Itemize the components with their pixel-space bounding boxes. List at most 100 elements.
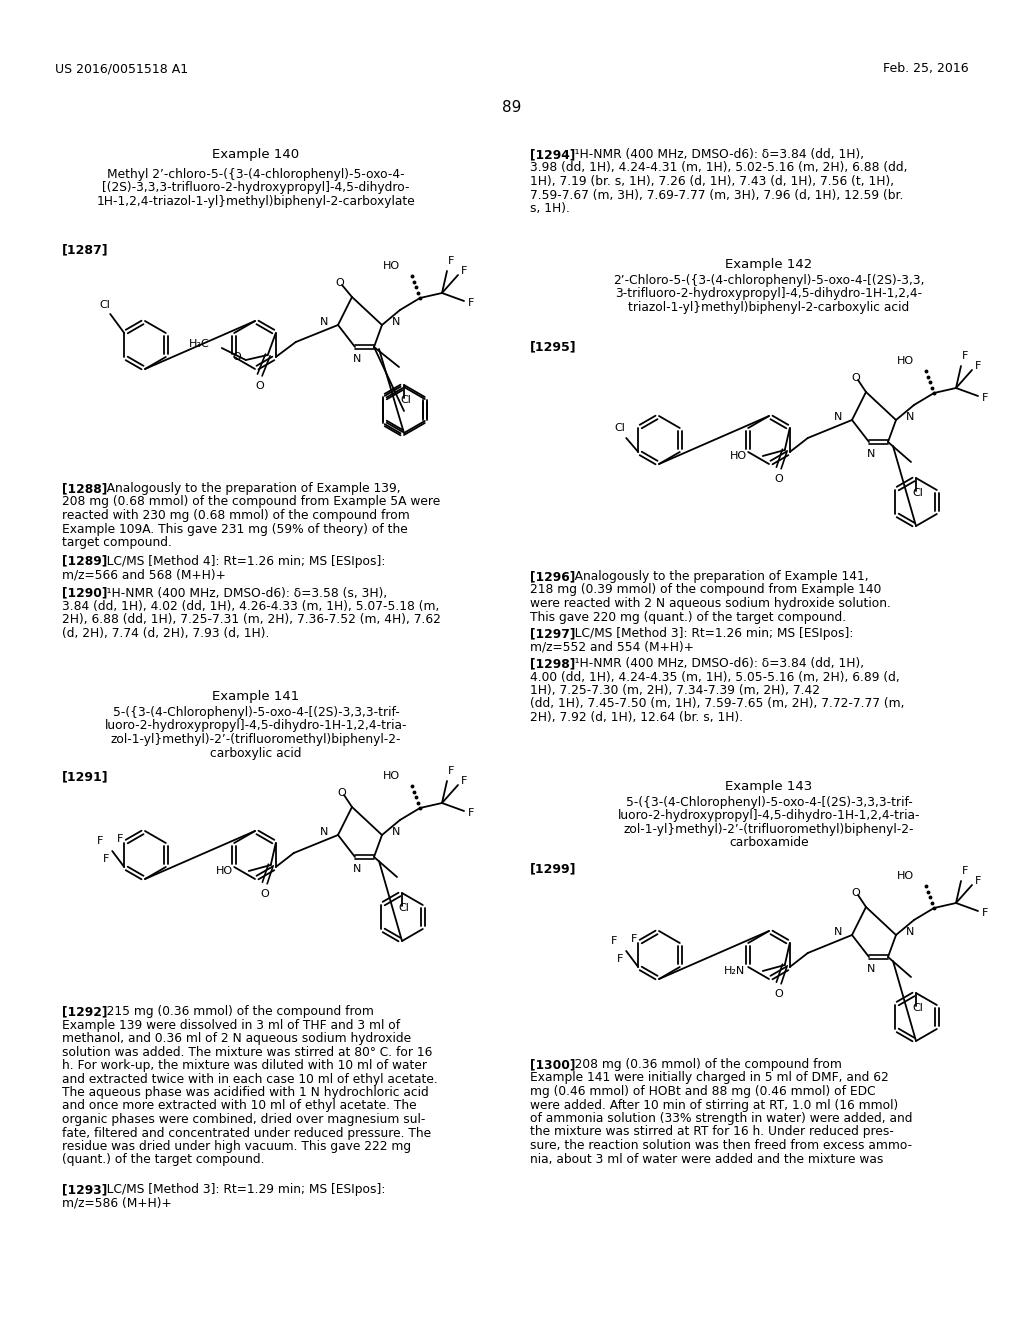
Text: Example 141 were initially charged in 5 ml of DMF, and 62: Example 141 were initially charged in 5 … [530, 1072, 889, 1085]
Text: Cl: Cl [912, 1003, 924, 1012]
Text: F: F [103, 854, 110, 865]
Text: [1300]: [1300] [530, 1059, 575, 1071]
Text: residue was dried under high vacuum. This gave 222 mg: residue was dried under high vacuum. Thi… [62, 1140, 411, 1152]
Text: 1H), 7.19 (br. s, 1H), 7.26 (d, 1H), 7.43 (d, 1H), 7.56 (t, 1H),: 1H), 7.19 (br. s, 1H), 7.26 (d, 1H), 7.4… [530, 176, 894, 187]
Text: US 2016/0051518 A1: US 2016/0051518 A1 [55, 62, 188, 75]
Text: m/z=566 and 568 (M+H)+: m/z=566 and 568 (M+H)+ [62, 568, 225, 581]
Text: N: N [834, 927, 842, 937]
Text: solution was added. The mixture was stirred at 80° C. for 16: solution was added. The mixture was stir… [62, 1045, 432, 1059]
Text: Cl: Cl [912, 488, 924, 498]
Text: [1290]: [1290] [62, 586, 108, 599]
Text: F: F [447, 766, 455, 776]
Text: 7.59-7.67 (m, 3H), 7.69-7.77 (m, 3H), 7.96 (d, 1H), 12.59 (br.: 7.59-7.67 (m, 3H), 7.69-7.77 (m, 3H), 7.… [530, 189, 903, 202]
Text: (d, 2H), 7.74 (d, 2H), 7.93 (d, 1H).: (d, 2H), 7.74 (d, 2H), 7.93 (d, 1H). [62, 627, 269, 640]
Text: N: N [866, 964, 876, 974]
Text: Methyl 2’-chloro-5-({3-(4-chlorophenyl)-5-oxo-4-: Methyl 2’-chloro-5-({3-(4-chlorophenyl)-… [108, 168, 404, 181]
Text: F: F [982, 393, 988, 403]
Text: zol-1-yl}methyl)-2’-(trifluoromethyl)biphenyl-2-: zol-1-yl}methyl)-2’-(trifluoromethyl)bip… [624, 822, 914, 836]
Text: luoro-2-hydroxypropyl]-4,5-dihydro-1H-1,2,4-tria-: luoro-2-hydroxypropyl]-4,5-dihydro-1H-1,… [617, 809, 921, 822]
Text: Cl: Cl [99, 300, 111, 310]
Text: 5-({3-(4-Chlorophenyl)-5-oxo-4-[(2S)-3,3,3-trif-: 5-({3-(4-Chlorophenyl)-5-oxo-4-[(2S)-3,3… [626, 796, 912, 809]
Text: 2H), 7.92 (d, 1H), 12.64 (br. s, 1H).: 2H), 7.92 (d, 1H), 12.64 (br. s, 1H). [530, 711, 743, 723]
Text: HO: HO [730, 451, 746, 461]
Text: [1292]: [1292] [62, 1005, 108, 1018]
Text: F: F [447, 256, 455, 267]
Text: luoro-2-hydroxypropyl]-4,5-dihydro-1H-1,2,4-tria-: luoro-2-hydroxypropyl]-4,5-dihydro-1H-1,… [104, 719, 408, 733]
Text: Example 109A. This gave 231 mg (59% of theory) of the: Example 109A. This gave 231 mg (59% of t… [62, 523, 408, 536]
Text: [1288]: [1288] [62, 482, 108, 495]
Text: were added. After 10 min of stirring at RT, 1.0 ml (16 mmol): were added. After 10 min of stirring at … [530, 1098, 898, 1111]
Text: [1289]: [1289] [62, 554, 108, 568]
Text: F: F [962, 866, 968, 876]
Text: O: O [232, 352, 241, 362]
Text: were reacted with 2 N aqueous sodium hydroxide solution.: were reacted with 2 N aqueous sodium hyd… [530, 597, 891, 610]
Text: O: O [338, 788, 346, 799]
Text: O: O [336, 279, 344, 288]
Text: N: N [906, 412, 914, 422]
Text: O: O [852, 374, 860, 383]
Text: nia, about 3 ml of water were added and the mixture was: nia, about 3 ml of water were added and … [530, 1152, 884, 1166]
Text: HO: HO [897, 871, 914, 880]
Text: 215 mg (0.36 mmol) of the compound from: 215 mg (0.36 mmol) of the compound from [95, 1005, 374, 1018]
Text: [1296]: [1296] [530, 570, 575, 583]
Text: carboxylic acid: carboxylic acid [210, 747, 302, 759]
Text: ¹H-NMR (400 MHz, DMSO-d6): δ=3.84 (dd, 1H),: ¹H-NMR (400 MHz, DMSO-d6): δ=3.84 (dd, 1… [563, 657, 864, 671]
Text: methanol, and 0.36 ml of 2 N aqueous sodium hydroxide: methanol, and 0.36 ml of 2 N aqueous sod… [62, 1032, 411, 1045]
Text: [1287]: [1287] [62, 243, 109, 256]
Text: triazol-1-yl}methyl)biphenyl-2-carboxylic acid: triazol-1-yl}methyl)biphenyl-2-carboxyli… [629, 301, 909, 314]
Text: 208 mg (0.68 mmol) of the compound from Example 5A were: 208 mg (0.68 mmol) of the compound from … [62, 495, 440, 508]
Text: Example 140: Example 140 [212, 148, 300, 161]
Text: F: F [461, 776, 467, 785]
Text: 4.00 (dd, 1H), 4.24-4.35 (m, 1H), 5.05-5.16 (m, 2H), 6.89 (d,: 4.00 (dd, 1H), 4.24-4.35 (m, 1H), 5.05-5… [530, 671, 900, 684]
Text: ¹H-NMR (400 MHz, DMSO-d6): δ=3.58 (s, 3H),: ¹H-NMR (400 MHz, DMSO-d6): δ=3.58 (s, 3H… [95, 586, 387, 599]
Text: LC/MS [Method 4]: Rt=1.26 min; MS [ESIpos]:: LC/MS [Method 4]: Rt=1.26 min; MS [ESIpo… [95, 554, 385, 568]
Text: [(2S)-3,3,3-trifluoro-2-hydroxypropyl]-4,5-dihydro-: [(2S)-3,3,3-trifluoro-2-hydroxypropyl]-4… [102, 181, 410, 194]
Text: Analogously to the preparation of Example 141,: Analogously to the preparation of Exampl… [563, 570, 868, 583]
Text: N: N [319, 317, 328, 327]
Text: N: N [353, 865, 361, 874]
Text: [1297]: [1297] [530, 627, 575, 640]
Text: 89: 89 [503, 100, 521, 115]
Text: Example 143: Example 143 [725, 780, 813, 793]
Text: ¹H-NMR (400 MHz, DMSO-d6): δ=3.84 (dd, 1H),: ¹H-NMR (400 MHz, DMSO-d6): δ=3.84 (dd, 1… [563, 148, 864, 161]
Text: H₂N: H₂N [724, 966, 744, 975]
Text: Example 142: Example 142 [725, 257, 813, 271]
Text: Cl: Cl [398, 903, 410, 913]
Text: (quant.) of the target compound.: (quant.) of the target compound. [62, 1154, 264, 1167]
Text: HO: HO [383, 771, 400, 781]
Text: mg (0.46 mmol) of HOBt and 88 mg (0.46 mmol) of EDC: mg (0.46 mmol) of HOBt and 88 mg (0.46 m… [530, 1085, 876, 1098]
Text: 1H-1,2,4-triazol-1-yl}methyl)biphenyl-2-carboxylate: 1H-1,2,4-triazol-1-yl}methyl)biphenyl-2-… [96, 195, 416, 209]
Text: 3.98 (dd, 1H), 4.24-4.31 (m, 1H), 5.02-5.16 (m, 2H), 6.88 (dd,: 3.98 (dd, 1H), 4.24-4.31 (m, 1H), 5.02-5… [530, 161, 907, 174]
Text: N: N [906, 927, 914, 937]
Text: Example 139 were dissolved in 3 ml of THF and 3 ml of: Example 139 were dissolved in 3 ml of TH… [62, 1019, 400, 1031]
Text: m/z=552 and 554 (M+H)+: m/z=552 and 554 (M+H)+ [530, 640, 694, 653]
Text: fate, filtered and concentrated under reduced pressure. The: fate, filtered and concentrated under re… [62, 1126, 431, 1139]
Text: The aqueous phase was acidified with 1 N hydrochloric acid: The aqueous phase was acidified with 1 N… [62, 1086, 429, 1100]
Text: F: F [468, 298, 474, 308]
Text: O: O [774, 989, 783, 999]
Text: h. For work-up, the mixture was diluted with 10 ml of water: h. For work-up, the mixture was diluted … [62, 1059, 427, 1072]
Text: LC/MS [Method 3]: Rt=1.26 min; MS [ESIpos]:: LC/MS [Method 3]: Rt=1.26 min; MS [ESIpo… [563, 627, 853, 640]
Text: s, 1H).: s, 1H). [530, 202, 570, 215]
Text: Feb. 25, 2016: Feb. 25, 2016 [884, 62, 969, 75]
Text: O: O [260, 888, 269, 899]
Text: N: N [392, 317, 400, 327]
Text: F: F [975, 876, 981, 886]
Text: Example 141: Example 141 [212, 690, 300, 704]
Text: and extracted twice with in each case 10 ml of ethyl acetate.: and extracted twice with in each case 10… [62, 1072, 437, 1085]
Text: N: N [353, 354, 361, 364]
Text: LC/MS [Method 3]: Rt=1.29 min; MS [ESIpos]:: LC/MS [Method 3]: Rt=1.29 min; MS [ESIpo… [95, 1184, 385, 1196]
Text: O: O [255, 381, 264, 391]
Text: organic phases were combined, dried over magnesium sul-: organic phases were combined, dried over… [62, 1113, 425, 1126]
Text: N: N [319, 828, 328, 837]
Text: [1298]: [1298] [530, 657, 575, 671]
Text: sure, the reaction solution was then freed from excess ammo-: sure, the reaction solution was then fre… [530, 1139, 912, 1152]
Text: F: F [631, 935, 637, 944]
Text: HO: HO [216, 866, 232, 876]
Text: m/z=586 (M+H)+: m/z=586 (M+H)+ [62, 1197, 172, 1210]
Text: 2H), 6.88 (dd, 1H), 7.25-7.31 (m, 2H), 7.36-7.52 (m, 4H), 7.62: 2H), 6.88 (dd, 1H), 7.25-7.31 (m, 2H), 7… [62, 614, 441, 627]
Text: F: F [468, 808, 474, 818]
Text: F: F [611, 936, 617, 946]
Text: the mixture was stirred at RT for 16 h. Under reduced pres-: the mixture was stirred at RT for 16 h. … [530, 1126, 894, 1138]
Text: F: F [97, 836, 103, 846]
